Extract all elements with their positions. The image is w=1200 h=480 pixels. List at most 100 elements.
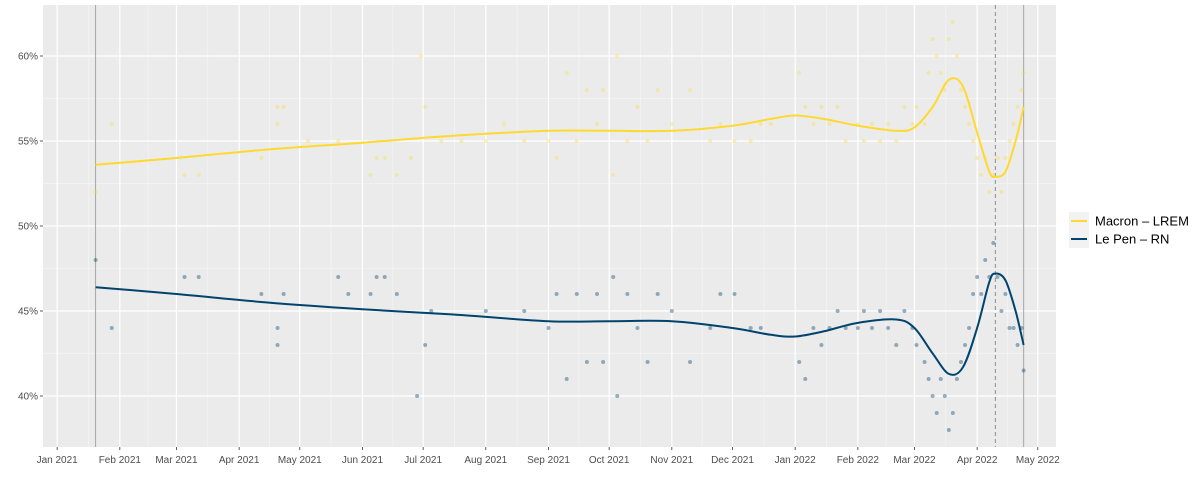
x-tick-label: Jan 2022 (775, 455, 817, 466)
poll-point (946, 37, 951, 41)
poll-point (382, 275, 387, 279)
poll-point (408, 156, 413, 160)
x-tick-label: Nov 2021 (650, 455, 693, 466)
poll-point (196, 173, 201, 177)
trend-lines (95, 77, 1025, 376)
poll-point (601, 88, 606, 92)
poll-point (926, 71, 931, 75)
poll-point (797, 360, 802, 364)
poll-point (275, 105, 280, 109)
y-axis: 40% 45% 50% 55% 60% (18, 52, 43, 403)
poll-point (758, 326, 763, 330)
poll-point (1011, 326, 1016, 330)
poll-point (281, 292, 286, 296)
poll-point (669, 309, 674, 313)
reference-lines (95, 5, 1025, 447)
y-tick-label: 40% (18, 392, 38, 403)
poll-point (483, 139, 488, 143)
poll-point (954, 377, 959, 381)
poll-point (336, 139, 341, 143)
poll-point (922, 360, 927, 364)
poll-point (635, 105, 640, 109)
poll-point (938, 377, 943, 381)
x-tick-label: Aug 2021 (464, 455, 507, 466)
poll-point (574, 139, 579, 143)
poll-point (374, 156, 379, 160)
poll-point (855, 326, 860, 330)
x-tick-label: Feb 2022 (837, 455, 880, 466)
legend-label: Macron – LREM (1095, 214, 1189, 229)
poll-point (688, 88, 693, 92)
poll-point (1003, 156, 1008, 160)
poll-point (803, 377, 808, 381)
poll-point (574, 292, 579, 296)
poll-point (109, 122, 114, 126)
poll-point (967, 122, 972, 126)
poll-point (305, 139, 310, 143)
x-tick-label: Jan 2021 (37, 455, 79, 466)
y-tick-label: 50% (18, 222, 38, 233)
poll-point (819, 105, 824, 109)
poll-point (934, 411, 939, 415)
poll-point (688, 360, 693, 364)
poll-point (259, 292, 264, 296)
poll-point (483, 309, 488, 313)
poll-point (368, 292, 373, 296)
poll-point (983, 258, 988, 262)
poll-point (368, 173, 373, 177)
poll-point (382, 156, 387, 160)
poll-point (950, 20, 955, 24)
poll-point (995, 275, 1000, 279)
poll-point (971, 139, 976, 143)
poll-point (625, 292, 630, 296)
poll-point (1003, 292, 1008, 296)
y-tick-label: 45% (18, 307, 38, 318)
poll-point (1011, 122, 1016, 126)
poll-point (748, 326, 753, 330)
grid-major (43, 5, 1056, 447)
poll-point (645, 360, 650, 364)
poll-point (655, 292, 660, 296)
poll-point (564, 377, 569, 381)
trend-line (95, 272, 1025, 376)
poll-point (336, 275, 341, 279)
poll-point (958, 360, 963, 364)
poll-point (423, 343, 428, 347)
poll-point (971, 292, 976, 296)
poll-point (1007, 139, 1012, 143)
poll-point (415, 394, 420, 398)
poll-point (930, 37, 935, 41)
poll-point (843, 139, 848, 143)
poll-point (732, 139, 737, 143)
poll-point (922, 122, 927, 126)
poll-point (611, 275, 616, 279)
x-tick-label: Mar 2021 (155, 455, 198, 466)
poll-point (1015, 343, 1020, 347)
x-tick-label: Jul 2021 (404, 455, 442, 466)
poll-point (718, 122, 723, 126)
x-tick-label: Oct 2021 (589, 455, 630, 466)
poll-point (655, 88, 660, 92)
poll-point (109, 326, 114, 330)
poll-point (910, 122, 915, 126)
x-tick-label: May 2021 (278, 455, 322, 466)
poll-point (584, 360, 589, 364)
poll-point (374, 275, 379, 279)
poll-point (886, 326, 891, 330)
poll-point (894, 343, 899, 347)
x-tick-label: Jun 2021 (342, 455, 384, 466)
poll-point (987, 190, 992, 194)
poll-point (861, 309, 866, 313)
poll-point (930, 394, 935, 398)
poll-point (878, 139, 883, 143)
poll-point (429, 309, 434, 313)
poll-point (554, 292, 559, 296)
poll-point (748, 139, 753, 143)
poll-point (979, 173, 984, 177)
poll-point (93, 190, 98, 194)
y-tick-label: 60% (18, 52, 38, 63)
poll-point (708, 139, 713, 143)
poll-point (942, 394, 947, 398)
poll-point (502, 122, 507, 126)
poll-point (419, 54, 424, 58)
